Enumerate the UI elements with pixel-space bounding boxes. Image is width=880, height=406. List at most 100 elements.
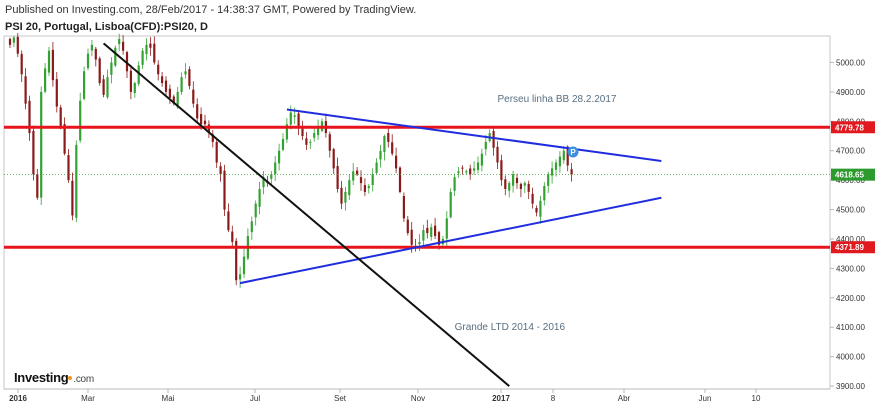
candle-body: [176, 91, 179, 108]
logo-suffix: .com: [73, 374, 94, 385]
y-tick-label: 4700.00: [836, 147, 865, 156]
candle-body: [281, 138, 285, 150]
marker-p-icon[interactable]: P: [567, 146, 579, 158]
candle-body: [406, 219, 409, 234]
candle-body: [75, 144, 78, 218]
candle-body: [157, 64, 160, 75]
candle-body: [24, 76, 27, 104]
x-tick-label: Set: [334, 394, 347, 403]
candle-body: [196, 104, 199, 119]
candle-body: [340, 187, 343, 204]
candle-body: [79, 100, 82, 141]
candle-body: [270, 174, 273, 179]
candle-body: [184, 71, 187, 75]
candle-body: [395, 155, 398, 169]
candle-body: [562, 150, 565, 161]
candle-body: [239, 274, 242, 280]
candle-body: [313, 133, 316, 138]
trend-line[interactable]: [239, 196, 662, 285]
candle-body: [59, 107, 62, 128]
candle-body: [36, 174, 39, 198]
candle-body: [356, 170, 359, 175]
investing-logo[interactable]: Investing .com: [14, 370, 94, 385]
candle-body: [86, 53, 90, 69]
candle-body: [391, 142, 394, 154]
candle-body: [473, 168, 476, 171]
candle-body: [258, 188, 261, 207]
x-tick-label: Mar: [81, 394, 95, 403]
candle-body: [242, 256, 246, 275]
candle-body: [484, 141, 487, 150]
candle-body: [317, 127, 320, 136]
candle-body: [519, 184, 522, 189]
price-tag-label: 4618.65: [835, 171, 864, 180]
price-tag: 4618.65: [831, 168, 875, 181]
candle-body: [539, 200, 542, 217]
candle-body: [90, 44, 93, 51]
candle-body: [55, 79, 58, 107]
candle-body: [293, 115, 296, 117]
candle-body: [352, 171, 355, 181]
trend-line[interactable]: [286, 108, 662, 163]
candle-body: [289, 112, 292, 125]
candle-body: [379, 150, 382, 160]
candle-body: [535, 207, 538, 213]
candle-body: [231, 231, 234, 242]
candle-body: [129, 70, 132, 92]
candle-body: [465, 171, 468, 173]
candle-body: [348, 180, 351, 196]
candle-body: [149, 43, 152, 48]
candle-body: [301, 128, 304, 137]
candle-body: [8, 38, 12, 45]
x-tick-label: Jul: [250, 394, 260, 403]
price-tag-label: 4779.78: [835, 123, 864, 132]
candle-body: [168, 88, 171, 98]
candle-body: [219, 166, 222, 175]
annotation-label: Grande LTD 2014 - 2016: [455, 322, 566, 333]
price-tag-bg: [831, 121, 875, 134]
y-tick-label: 4200.00: [836, 294, 865, 303]
candle-body: [125, 52, 129, 72]
candle-body: [40, 91, 43, 198]
candle-body: [375, 162, 378, 173]
candle-body: [145, 44, 148, 55]
candle-body: [332, 149, 335, 169]
x-axis: 2016 Mar Mai Jul Set Nov 2017 8 Abr Jun 10: [4, 388, 830, 403]
candle-body: [344, 191, 347, 203]
price-tag-bg: [831, 168, 875, 181]
candle-body: [496, 146, 499, 163]
price-tags: 4779.78 4618.65 4371.89: [831, 121, 875, 254]
candle-body: [453, 177, 456, 191]
svg-text:P: P: [570, 148, 576, 157]
candle-body: [371, 174, 374, 185]
logo-dot-icon: [68, 376, 73, 380]
candle-body: [422, 230, 425, 241]
candle-body: [164, 80, 168, 92]
y-tick-label: 5000.00: [836, 58, 865, 67]
candle-body: [398, 167, 402, 192]
annotation-label: Perseu linha BB 28.2.2017: [498, 94, 617, 105]
candle-body: [141, 50, 144, 65]
overlay-lines: [4, 42, 830, 387]
candle-body: [543, 186, 546, 201]
candle-body: [192, 89, 195, 104]
candle-body: [359, 177, 363, 184]
candle-body: [457, 171, 460, 174]
candle-body: [410, 229, 413, 245]
candle-body: [566, 146, 569, 166]
trend-line[interactable]: [102, 42, 510, 387]
candle-body: [172, 96, 175, 104]
candle-body: [215, 141, 218, 163]
x-tick-label: Nov: [411, 394, 425, 403]
x-tick-label: 2016: [9, 394, 27, 403]
candle-body: [44, 68, 47, 92]
candle-body: [235, 240, 238, 281]
candle-body: [551, 168, 554, 176]
x-tick-label: Jun: [699, 394, 712, 403]
candle-body: [106, 77, 109, 98]
candle-body: [504, 179, 507, 189]
candle-body: [28, 100, 31, 134]
candle-body: [67, 155, 70, 181]
candle-body: [445, 218, 448, 239]
